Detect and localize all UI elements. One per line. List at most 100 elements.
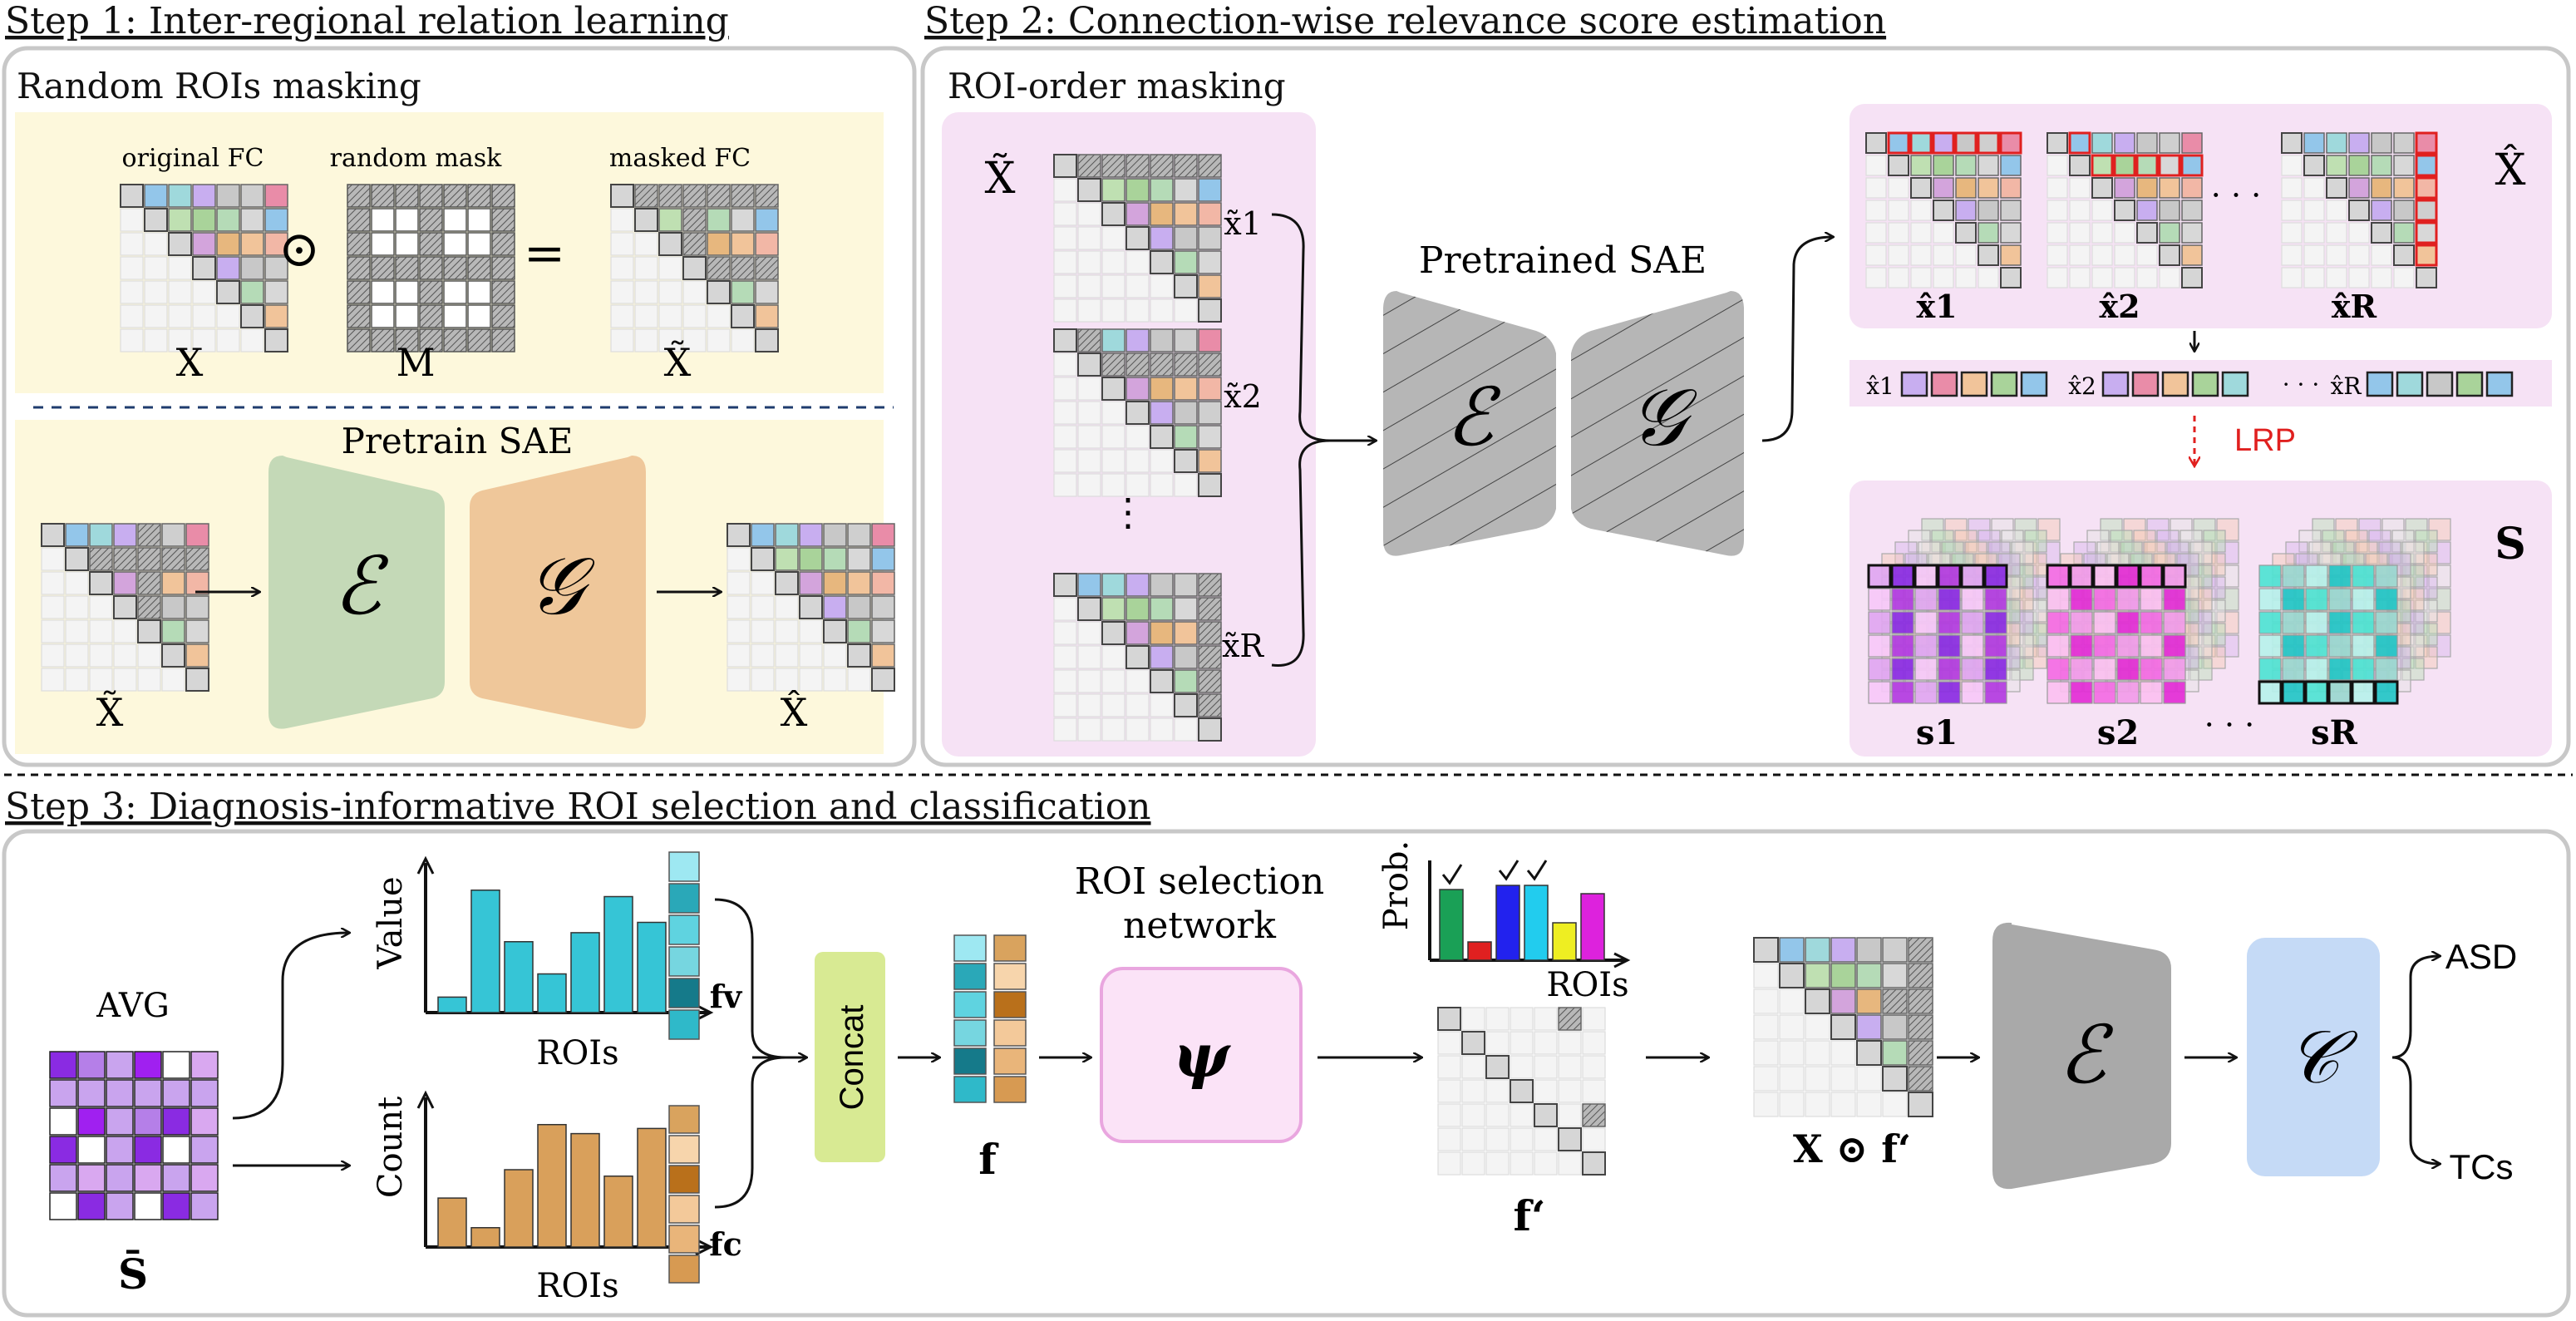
relevance-cell [2100, 518, 2123, 541]
mask-cell [347, 304, 371, 328]
avg-cell [106, 1107, 134, 1136]
relevance-cell [2375, 588, 2398, 611]
matrix-cell [1558, 1031, 1582, 1055]
matrix-cell [1805, 1040, 1830, 1066]
matrix-cell [144, 184, 168, 208]
matrix-cell [113, 523, 137, 547]
matrix-cell [2113, 154, 2136, 177]
equals-symbol: = [524, 224, 565, 283]
mask-cell [491, 208, 515, 232]
matrix-cell [1174, 693, 1198, 717]
avg-cell [106, 1164, 134, 1192]
matrix-cell [1830, 1040, 1856, 1066]
relevance-cell [2093, 634, 2116, 658]
vector-cell [953, 934, 987, 962]
mask-cell [467, 304, 491, 328]
bar [1552, 922, 1577, 961]
matrix-cell [610, 328, 634, 352]
matrix-cell [731, 232, 755, 256]
matrix-cell [161, 523, 185, 547]
relevance-cell [2189, 634, 2213, 658]
x-odot-f-matrix [1753, 937, 1933, 1117]
matrix-cell [1888, 222, 1909, 244]
matrix-cell [1582, 1151, 1606, 1176]
relevance-cell [1944, 518, 1968, 541]
mask-cell [443, 304, 467, 328]
step1-frame [2, 46, 917, 767]
relevance-cell [2070, 681, 2093, 704]
matrix-cell [1865, 177, 1887, 199]
matrix-cell [634, 280, 658, 304]
matrix-cell [658, 208, 682, 232]
matrix-cell [2415, 199, 2438, 222]
relevance-cell [2086, 530, 2110, 553]
matrix-cell [2181, 222, 2203, 244]
relevance-cell [2328, 564, 2352, 588]
relevance-cell [2355, 541, 2378, 564]
matrix-cell [1101, 377, 1125, 401]
bar [570, 1132, 600, 1248]
matrix-cell [1830, 963, 1856, 988]
matrix-cell [216, 304, 240, 328]
matrix-cell [682, 304, 707, 328]
count-x-label: ROIs [536, 1267, 618, 1305]
relevance-cell [2203, 553, 2226, 576]
matrix-cell [727, 571, 751, 595]
relevance-cell [2140, 564, 2163, 588]
avg-cell [162, 1164, 190, 1192]
matrix-cell [2281, 222, 2303, 244]
relevance-cell [2328, 681, 2352, 704]
matrix-cell [1510, 1127, 1534, 1151]
relevance-cell [1931, 530, 1954, 553]
matrix-cell [610, 232, 634, 256]
vector-cell [668, 851, 700, 882]
matrix-cell [1053, 621, 1077, 645]
matrix-cell [1582, 1055, 1606, 1079]
mask-cell [395, 328, 419, 352]
vector-cell [953, 1047, 987, 1075]
matrix-cell [1908, 1040, 1933, 1066]
y-arrowhead [416, 1090, 435, 1109]
mask-cell [467, 256, 491, 280]
matrix-cell [1437, 1127, 1461, 1151]
matrix-cell [2371, 267, 2392, 288]
step3-title: Step 3: Diagnosis-informative ROI select… [5, 786, 1151, 828]
matrix-cell [1125, 377, 1150, 401]
matrix-cell [1150, 178, 1174, 202]
matrix-cell [707, 328, 731, 352]
relevance-cell [2014, 518, 2037, 541]
matrix-cell [1077, 717, 1101, 742]
bar [603, 1176, 633, 1248]
pretrain-output-label: X̂ [781, 690, 808, 735]
masked-matrix-row1 [1053, 154, 1222, 323]
matrix-cell [1053, 274, 1077, 298]
matrix-cell [41, 547, 65, 571]
matrix-cell [1830, 1092, 1856, 1117]
avg-cell [162, 1079, 190, 1107]
mask-cell [371, 184, 395, 208]
matrix-cell [1101, 250, 1125, 274]
matrix-cell [41, 523, 65, 547]
vec-label-2: x̂2 [2068, 372, 2096, 400]
relevance-cell [2011, 658, 2034, 681]
matrix-cell [1908, 988, 1933, 1014]
matrix-cell [1999, 131, 2022, 155]
relevance-cell [1961, 564, 1984, 588]
relevance-cell [2189, 588, 2213, 611]
bar [437, 1197, 467, 1248]
avg-cell [162, 1107, 190, 1136]
matrix-cell [1753, 1092, 1779, 1117]
highlighted-cell [2374, 680, 2399, 705]
masked-matrix-rowR [1053, 573, 1222, 742]
matrix-cell [1101, 717, 1125, 742]
matrix-cell [2069, 244, 2091, 266]
matrix-cell [2303, 155, 2325, 176]
matrix-cell [2415, 131, 2438, 155]
matrix-cell [1534, 1007, 1558, 1031]
matrix-cell [1437, 1055, 1461, 1079]
relevance-cell [1938, 681, 1961, 704]
relevance-cell [2428, 634, 2451, 658]
matrix-cell [1198, 573, 1222, 597]
mask-cell [467, 184, 491, 208]
relevance-cell [2428, 588, 2451, 611]
